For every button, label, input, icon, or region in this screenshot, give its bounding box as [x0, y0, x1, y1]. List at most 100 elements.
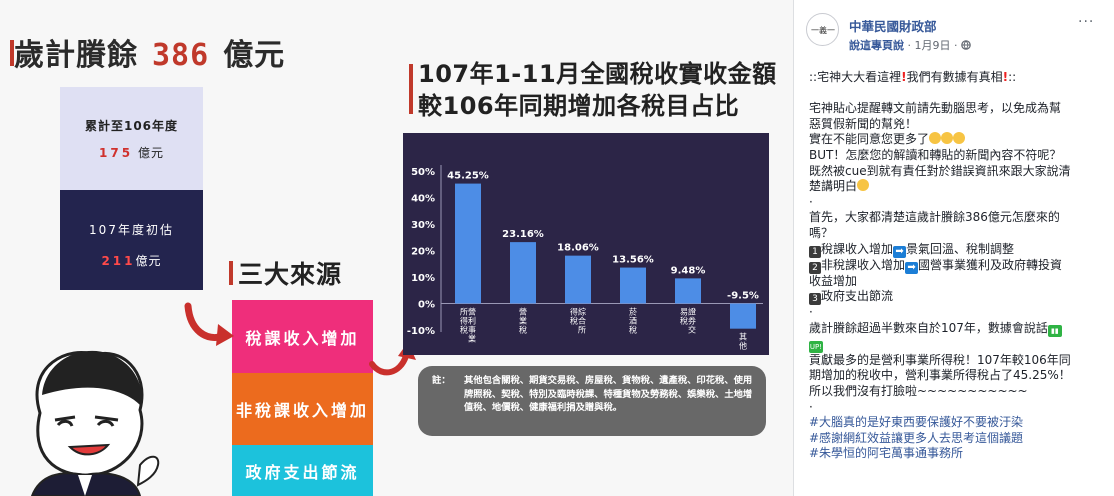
- category-label-char: 券: [688, 316, 696, 326]
- post-author-link[interactable]: 說這專頁說: [849, 39, 904, 52]
- post-text: 非稅課收入增加: [821, 257, 906, 272]
- meta-separator: ·: [954, 39, 958, 52]
- category-label-char: 他: [739, 341, 747, 351]
- keycap-2-icon: 2: [809, 261, 821, 274]
- up-emoji-icon: UP!: [809, 340, 823, 353]
- category-label-char: 所: [460, 307, 468, 317]
- post-line: 嗎？: [809, 225, 834, 240]
- post-date-link[interactable]: 1月9日: [914, 39, 951, 52]
- category-label-char: 事: [468, 325, 476, 335]
- hashtag-link[interactable]: #朱學恒的阿宅萬事通事務所: [809, 446, 964, 461]
- bar-value-label: 45.25%: [447, 171, 489, 182]
- source-tax-revenue: 稅課收入增加: [232, 300, 373, 373]
- chart-title-line1: 107年1-11月全國稅收實收金額: [418, 60, 777, 88]
- post-meta: 說這專頁說 · 1月9日 ·: [849, 37, 971, 53]
- category-label-char: 得: [460, 316, 468, 326]
- infographic-image: 歲計賸餘 386 億元 累計至106年度 175 億元 107年度初估 211億元 …: [0, 0, 793, 496]
- note-text: 其他包含關稅、期貨交易稅、房屋稅、貨物稅、遺產稅、印花稅、使用牌照稅、契稅、特別…: [464, 375, 753, 413]
- post-text: 楚講明白: [809, 179, 858, 194]
- post-text: 我們有數據有真相: [906, 70, 1003, 84]
- estimate-label: 107年度初估: [89, 223, 174, 237]
- avatar-logo-text: 一義一: [811, 25, 835, 35]
- keycap-1-icon: 1: [809, 245, 821, 258]
- chart-title: 107年1-11月全國稅收實收金額 較106年同期增加各稅目占比: [409, 58, 777, 122]
- bar-chart-emoji-icon: ▮▮: [1047, 324, 1062, 337]
- exclamation-icon: !: [901, 70, 907, 84]
- post-line: 3 政府支出節流: [809, 289, 1109, 306]
- note-label: 註：: [432, 375, 451, 386]
- post-text: ::: [1008, 70, 1017, 84]
- post-text: 國營事業獲利及政府轉投資: [918, 257, 1063, 272]
- cumulative-box: 累計至106年度 175 億元: [60, 87, 203, 190]
- category-label-char: 證: [688, 307, 696, 317]
- bar-value-label: -9.5%: [727, 291, 759, 302]
- category-label-char: 得: [570, 307, 578, 317]
- bar-chart: 50% 40% 30% 20% 10% 0% -10% 45.25% 營利事業所得稅 23.16%…: [403, 133, 769, 355]
- post-line: 所以我們沒有打臉啦~~~~~~~~~~~: [809, 383, 1028, 398]
- category-label-char: 綜: [578, 307, 586, 317]
- post-line: 收益增加: [809, 273, 858, 288]
- category-label-char: 所: [578, 325, 586, 335]
- category-label-char: 業: [468, 334, 476, 344]
- category-label-char: 利: [468, 316, 476, 326]
- cumulative-unit: 億元: [137, 146, 164, 160]
- post-line: 貢獻最多的是營利事業所得稅！107年較106年同: [809, 352, 1071, 367]
- surplus-heading: 歲計賸餘 386 億元: [10, 30, 286, 74]
- keycap-3-icon: 3: [809, 293, 821, 306]
- category-label-char: 合: [578, 316, 586, 326]
- y-tick-label: 50%: [411, 167, 435, 178]
- surplus-title-suffix: 億元: [223, 38, 286, 73]
- post-text: 景氣回溫、稅制調整: [906, 241, 1015, 256]
- thinking-emoji-icon: [857, 179, 870, 192]
- category-label-char: 酒: [629, 317, 637, 326]
- curved-arrow-icon: [184, 302, 234, 346]
- page-name-link[interactable]: 中華民國財政部: [849, 19, 937, 34]
- clap-emoji-icon: [953, 132, 966, 145]
- post-line: 實在不能同意您更多了: [809, 132, 1109, 148]
- post-text: 政府支出節流: [821, 289, 894, 304]
- category-label-char: 稅: [519, 325, 527, 335]
- post-line: 既然被cue到就有責任對於錯誤資訊來跟大家說清: [809, 163, 1071, 178]
- facebook-post: 一義一 中華民國財政部 說這專頁說 · 1月9日 · ··· ::宅神大大看這裡…: [793, 0, 1114, 496]
- post-line: 宅神貼心提醒轉文前請先動腦思考，以免成為幫: [809, 101, 1062, 116]
- bar-value-label: 9.48%: [671, 265, 706, 276]
- estimate-box: 107年度初估 211億元: [60, 190, 203, 290]
- right-arrow-icon: ➡: [905, 261, 919, 274]
- cumulative-value: 175: [99, 146, 134, 160]
- post-line: ·: [809, 399, 813, 414]
- post-line-blank: [809, 86, 1109, 102]
- category-label-char: 營: [519, 307, 527, 317]
- post-line: 首先，大家都清楚這歲計賸餘386億元怎麼來的: [809, 210, 1060, 225]
- post-text: 稅課收入增加: [821, 241, 894, 256]
- chart-note: 註： 其他包含關稅、期貨交易稅、房屋稅、貨物稅、遺產稅、印花稅、使用牌照稅、契稅…: [418, 366, 766, 436]
- category-label-char: 其: [739, 333, 747, 342]
- bar: [730, 303, 756, 329]
- hashtag-link[interactable]: #感謝網紅效益讓更多人去思考這個議題: [809, 430, 1024, 445]
- more-icon[interactable]: ···: [1078, 14, 1095, 30]
- post-line: 惡質假新聞的幫兇！: [809, 116, 918, 131]
- category-label-char: 業: [519, 316, 527, 326]
- bar-chart-svg: 50%40%30%20%10%0%-10%45.25%營利事業所得稅23.16%…: [407, 165, 763, 351]
- bar: [620, 267, 646, 304]
- category-label-char: 菸: [629, 307, 637, 317]
- hashtag-link[interactable]: #大腦真的是好東西要保護好不要被汙染: [809, 415, 1024, 430]
- post-text: 實在不能同意您更多了: [809, 132, 930, 147]
- source-spending-cut: 政府支出節流: [232, 445, 373, 496]
- sources-accent-bar: [229, 261, 233, 285]
- bar-value-label: 23.16%: [502, 229, 544, 240]
- category-label-char: 稅: [629, 325, 637, 335]
- bar: [455, 183, 481, 304]
- estimate-unit: 億元: [135, 254, 162, 268]
- surplus-title-prefix: 歲計賸餘: [14, 38, 138, 73]
- surplus-value: 386: [152, 38, 210, 73]
- y-tick-label: 30%: [411, 220, 435, 231]
- avatar-logo-icon: 一義一: [811, 25, 835, 35]
- y-tick-label: -10%: [407, 326, 435, 337]
- source-nontax-revenue: 非稅課收入增加: [232, 373, 373, 445]
- y-tick-label: 20%: [411, 247, 435, 258]
- meta-separator: ·: [907, 39, 912, 52]
- bar: [565, 255, 591, 304]
- page-avatar[interactable]: 一義一: [806, 13, 839, 46]
- bar-value-label: 13.56%: [612, 255, 654, 266]
